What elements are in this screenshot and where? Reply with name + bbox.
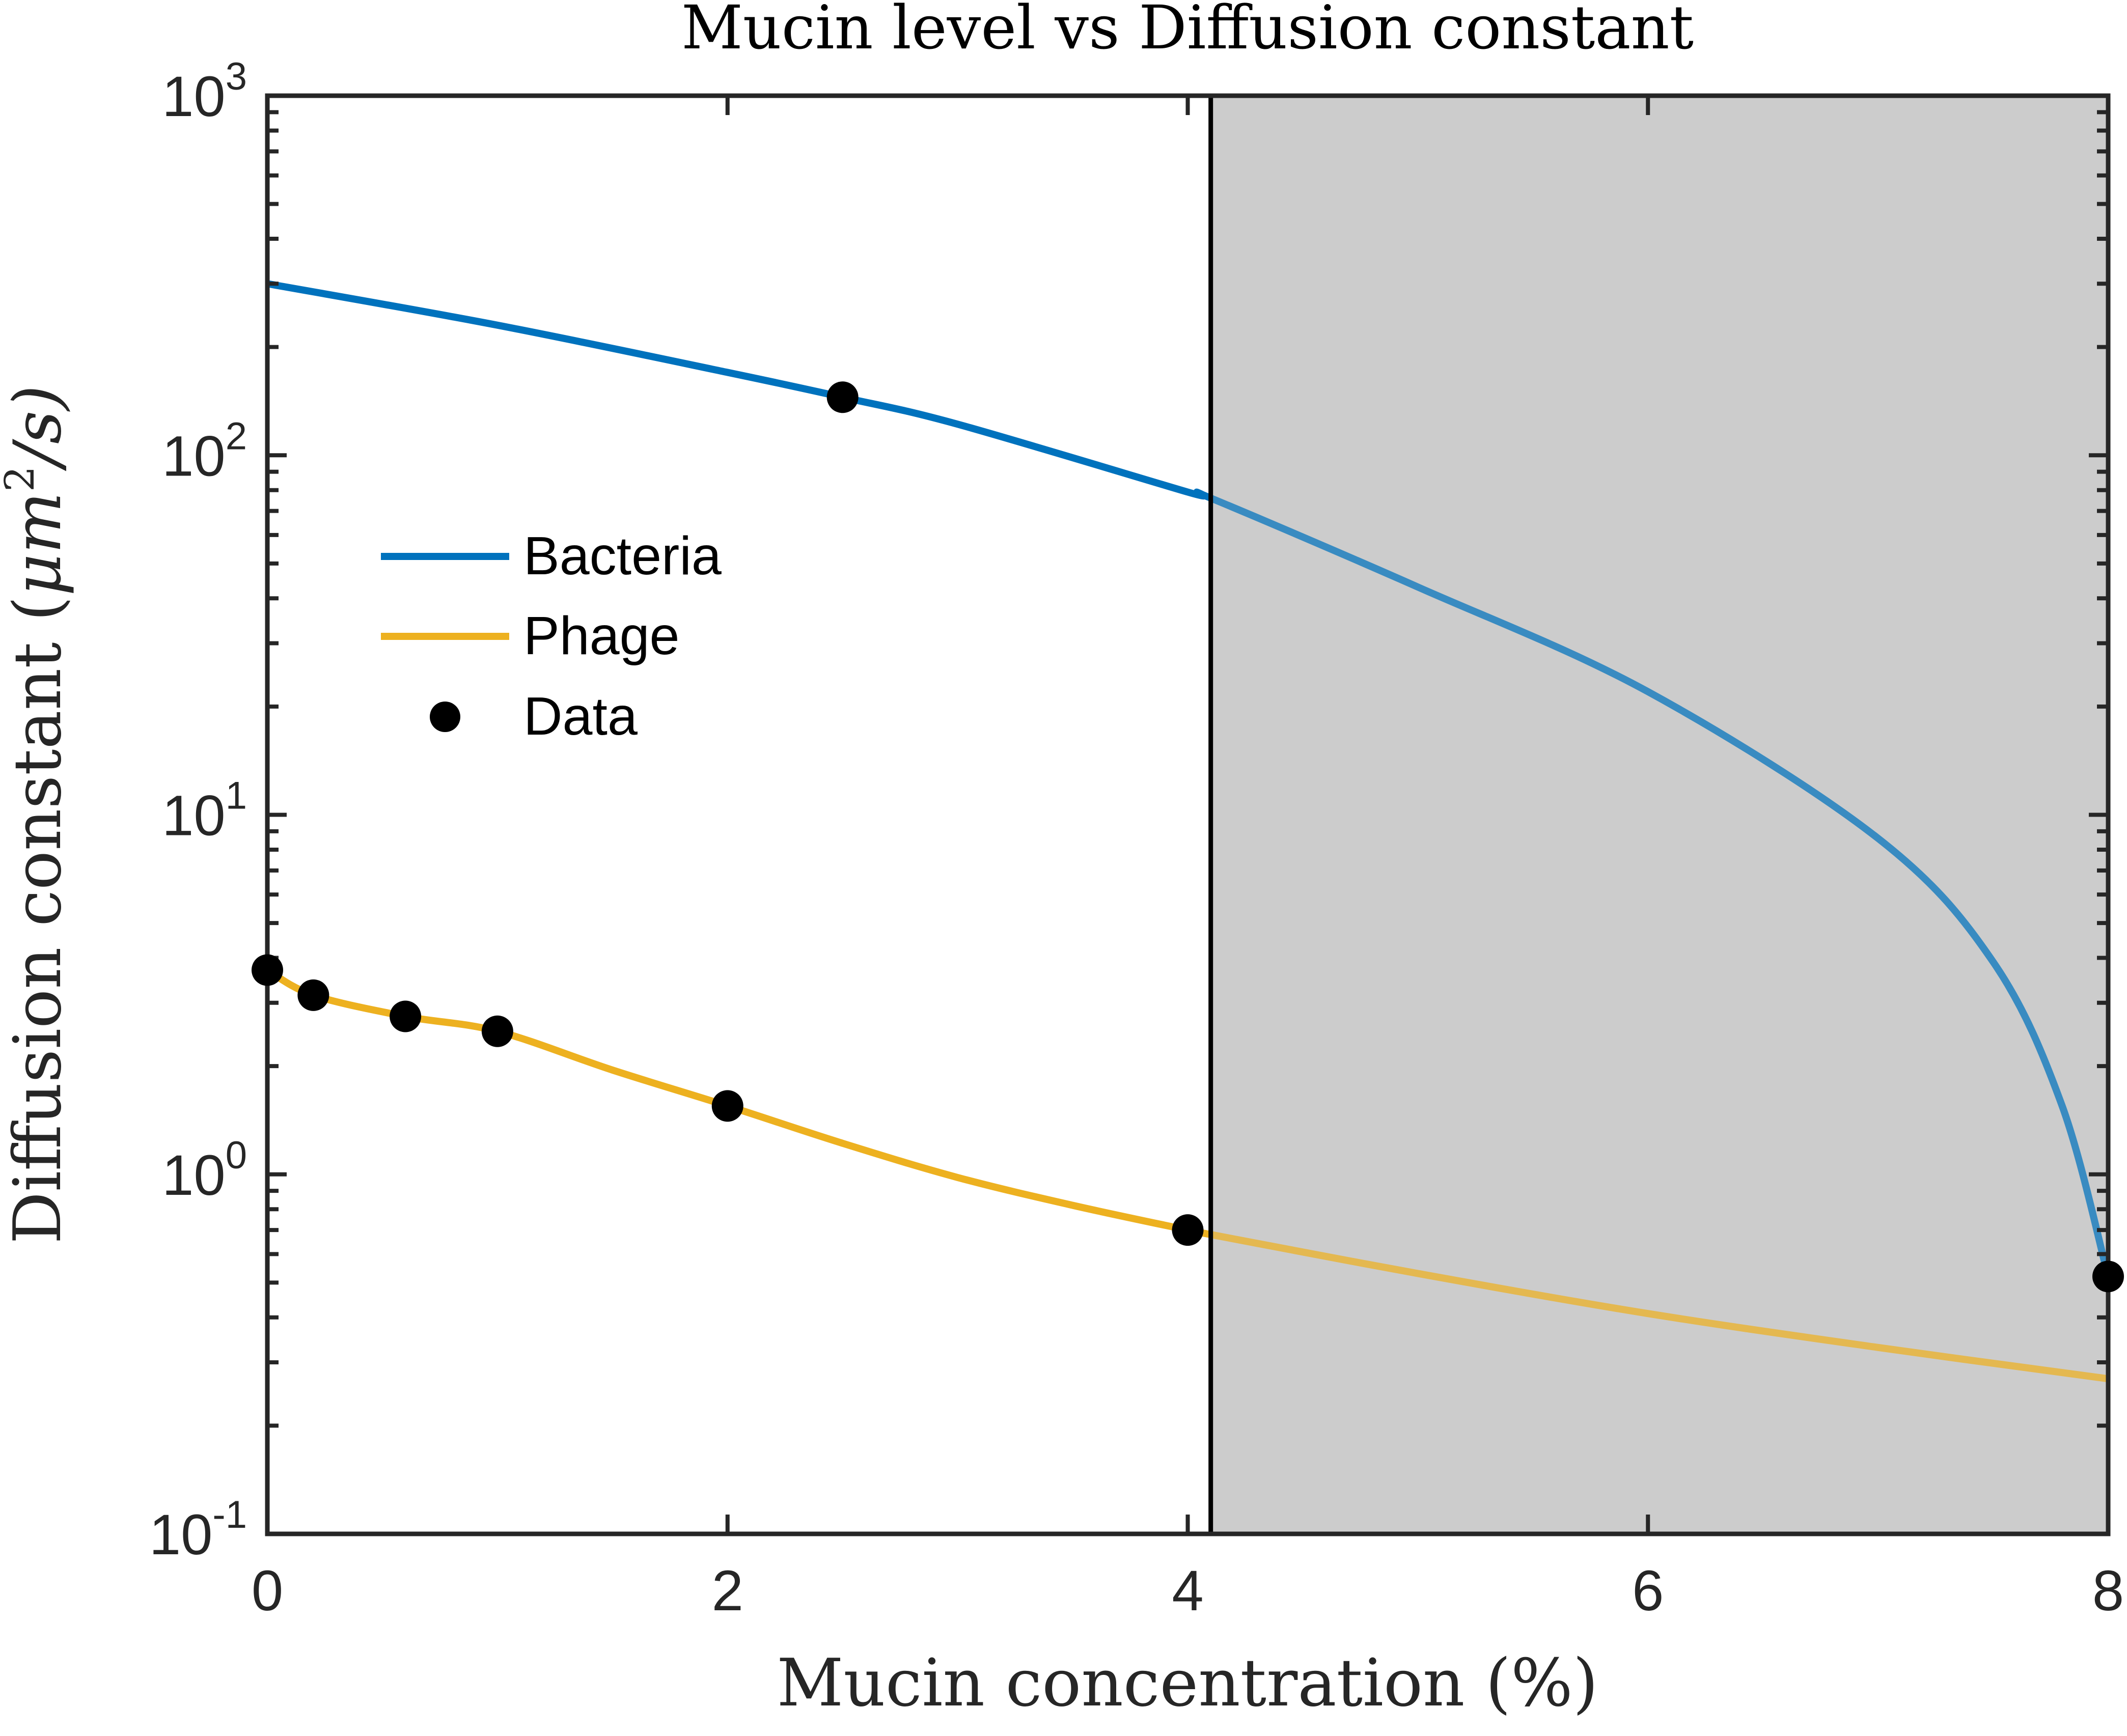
- data-point: [390, 1000, 422, 1032]
- legend-label-phage: Phage: [523, 606, 680, 666]
- shaded-region-overlay: [1210, 96, 2108, 1534]
- y-axis-label: Diffusion constant (μm2/s): [0, 385, 76, 1244]
- y-tick-label: 100: [162, 1134, 247, 1207]
- y-tick-labels: 10-1 100 101 102 103: [149, 55, 247, 1566]
- legend-label-data: Data: [523, 686, 638, 746]
- y-tick-label: 101: [162, 774, 247, 848]
- legend-label-bacteria: Bacteria: [523, 526, 722, 586]
- x-tick-label: 4: [1172, 1559, 1203, 1622]
- y-tick-label: 102: [162, 414, 247, 488]
- data-point: [2092, 1261, 2124, 1293]
- y-axis-label-exponent: 2: [0, 466, 43, 492]
- data-point: [1172, 1214, 1204, 1246]
- x-tick-label: 8: [2092, 1559, 2124, 1622]
- plot-frame: [265, 93, 2111, 1536]
- y-axis-label-prefix: Diffusion constant (: [0, 596, 76, 1244]
- series-line-bacteria: [267, 280, 2108, 1278]
- data-point: [711, 1090, 743, 1122]
- data-point: [481, 1015, 513, 1047]
- markers-layer: [252, 381, 2124, 1293]
- y-tick-label: 103: [162, 55, 247, 128]
- x-axis-label: Mucin concentration (%): [777, 1645, 1598, 1721]
- legend: Bacteria Phage Data: [381, 526, 722, 746]
- shaded-region: [1210, 96, 2108, 1534]
- x-tick-label: 0: [252, 1559, 283, 1622]
- chart-title: Mucin level vs Diffusion constant: [681, 0, 1694, 63]
- data-point: [252, 954, 283, 986]
- y-axis-label-variable: μm: [0, 492, 76, 596]
- x-tick-labels: 0 2 4 6 8: [252, 1559, 2124, 1622]
- data-point: [297, 979, 329, 1011]
- y-axis-label-suffix: /s): [0, 385, 76, 471]
- y-tick-label: 10-1: [149, 1493, 247, 1566]
- series-layer: [267, 96, 2108, 1534]
- legend-marker-data: [430, 702, 460, 732]
- data-point: [826, 381, 859, 413]
- x-tick-label: 2: [712, 1559, 743, 1622]
- x-tick-label: 6: [1632, 1559, 1664, 1622]
